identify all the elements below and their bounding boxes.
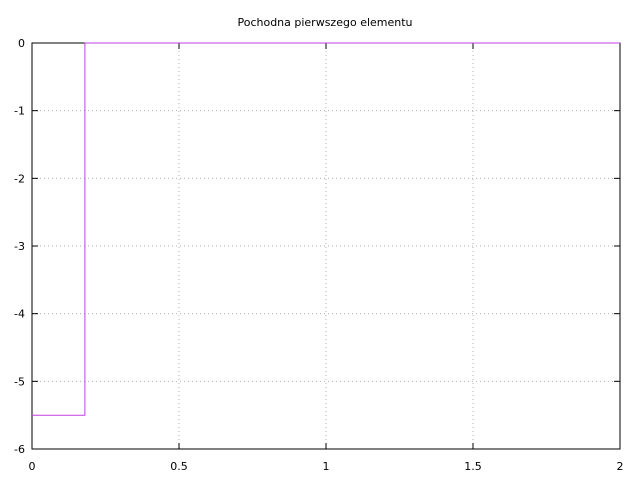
x-tick-label: 2 (617, 460, 624, 473)
x-tick-label: 1 (323, 460, 330, 473)
y-tick-label: -2 (14, 172, 25, 185)
y-tick-label: 0 (18, 37, 25, 50)
y-tick-label: -4 (14, 308, 25, 321)
x-tick-label: 0.5 (170, 460, 188, 473)
tick-labels: 0 0.5 1 1.5 2 0 -1 -2 -3 -4 -5 -6 (14, 37, 623, 473)
x-tick-label: 1.5 (464, 460, 482, 473)
y-tick-label: -6 (14, 443, 25, 456)
series-layer (32, 42, 620, 416)
grid (32, 43, 620, 449)
y-tick-label: -5 (14, 375, 25, 388)
series-line (32, 42, 620, 416)
y-tick-label: -1 (14, 105, 25, 118)
y-tick-label: -3 (14, 240, 25, 253)
x-tick-label: 0 (29, 460, 36, 473)
chart-title: Pochodna pierwszego elementu (237, 16, 412, 29)
